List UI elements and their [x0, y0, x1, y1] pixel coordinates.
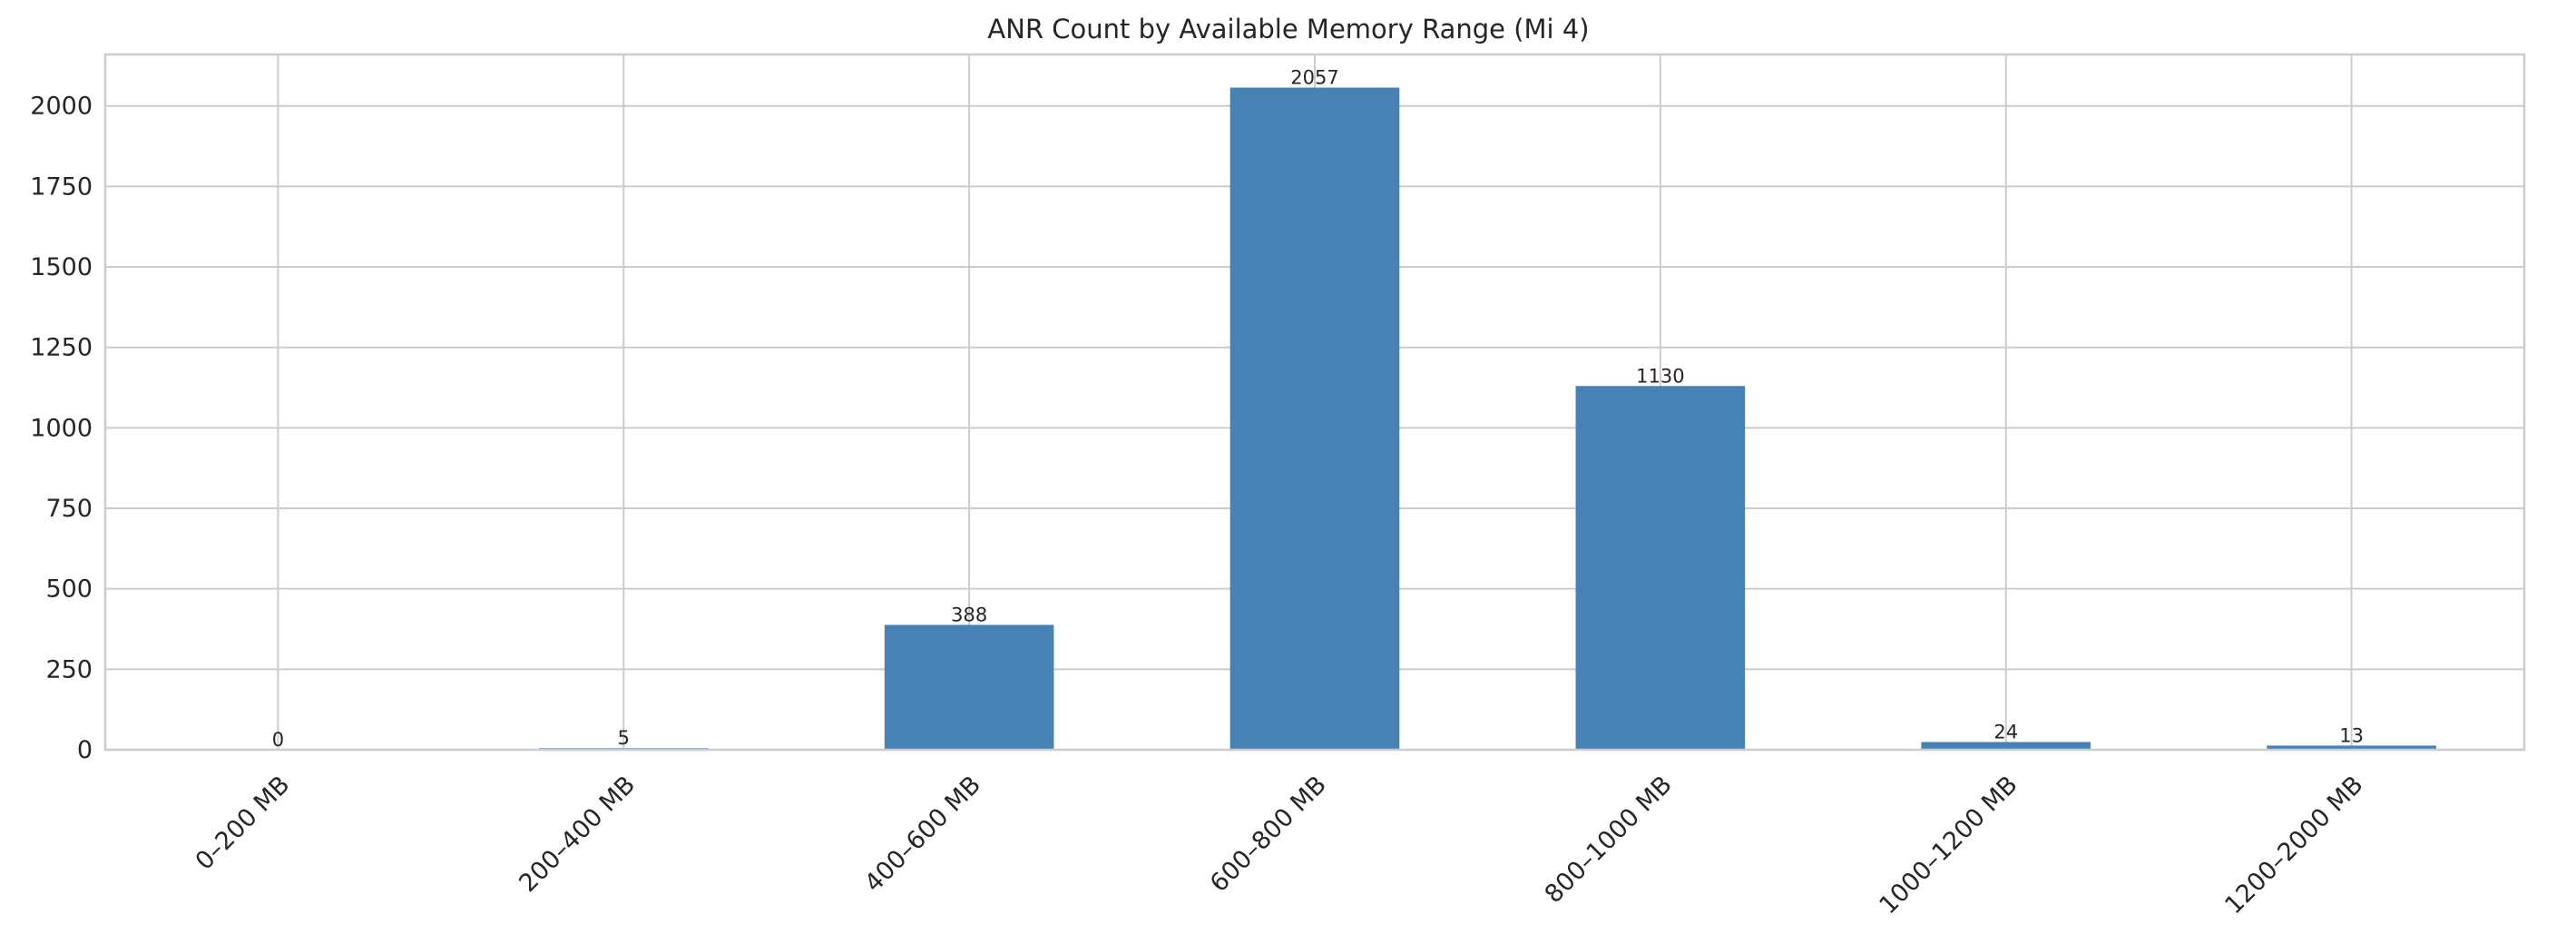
bar — [884, 624, 1054, 750]
bar — [2267, 745, 2436, 750]
bar-value-label: 5 — [618, 727, 630, 749]
x-tick-label: 600–800 MB — [1205, 771, 1332, 898]
x-tick-label: 1000–1200 MB — [1874, 771, 2023, 919]
y-tick-label: 1250 — [30, 334, 93, 362]
y-tick-label: 0 — [77, 736, 93, 764]
bar-value-label: 2057 — [1290, 67, 1338, 89]
x-tick-label: 0–200 MB — [191, 771, 296, 876]
data-labels: 0 5 388 2057 1130 24 13 — [272, 67, 2364, 751]
bar-value-label: 13 — [2339, 724, 2364, 746]
y-tick-label: 250 — [45, 655, 93, 683]
x-tick-label: 800–1000 MB — [1540, 771, 1678, 909]
bar-value-label: 0 — [272, 729, 284, 751]
bar — [1229, 87, 1400, 750]
bar-value-label: 1130 — [1636, 365, 1684, 387]
y-tick-label: 1750 — [30, 172, 93, 201]
bars — [538, 87, 2436, 750]
chart-title: ANR Count by Available Memory Range (Mi … — [987, 14, 1589, 44]
x-tick-label: 200–400 MB — [514, 771, 641, 898]
y-tick-label: 2000 — [30, 93, 93, 121]
bar — [1575, 386, 1746, 750]
bar-value-label: 24 — [1993, 721, 2018, 742]
x-tick-label: 1200–2000 MB — [2219, 771, 2368, 919]
y-tick-label: 1000 — [30, 414, 93, 442]
plot-frame — [103, 53, 2526, 752]
bar-value-label: 388 — [951, 604, 987, 625]
y-tick-label: 750 — [45, 495, 93, 523]
x-tick-label: 400–600 MB — [859, 771, 986, 898]
bar — [1921, 742, 2091, 750]
y-tick-label: 1500 — [30, 253, 93, 281]
y-tick-label: 500 — [45, 575, 93, 604]
x-axis-ticks: 0–200 MB 200–400 MB 400–600 MB 600–800 MB 80… — [191, 771, 2369, 919]
y-axis-ticks: 0 250 500 750 1000 1250 1500 1750 2000 — [30, 93, 93, 764]
